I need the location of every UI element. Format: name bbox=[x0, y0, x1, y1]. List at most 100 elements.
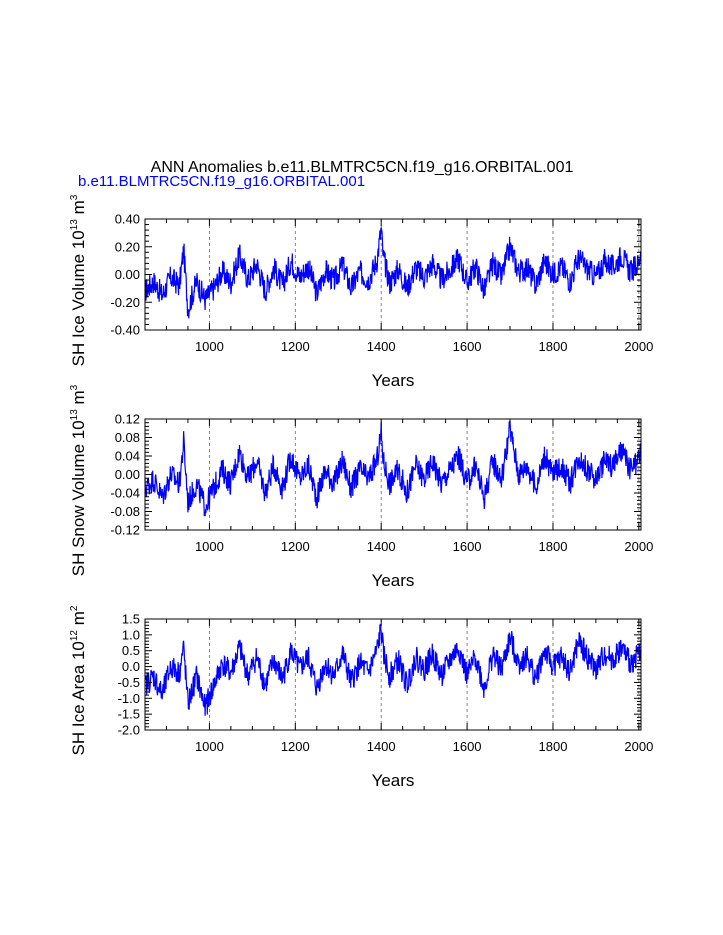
x-tick-label: 1600 bbox=[453, 539, 482, 554]
data-point bbox=[196, 483, 197, 484]
data-point bbox=[432, 653, 433, 654]
data-point bbox=[570, 672, 571, 673]
data-point bbox=[544, 455, 545, 456]
data-point bbox=[518, 663, 519, 664]
y-axis-label: SH Ice Volume 1013 m3 bbox=[69, 194, 88, 366]
data-point bbox=[449, 270, 450, 271]
data-point bbox=[342, 460, 343, 461]
data-point bbox=[578, 257, 579, 258]
data-point bbox=[316, 497, 317, 498]
data-point bbox=[527, 656, 528, 657]
y-axis-label: SH Ice Area 1012 m2 bbox=[69, 605, 88, 755]
data-point bbox=[213, 488, 214, 489]
data-point bbox=[509, 246, 510, 247]
data-point bbox=[552, 474, 553, 475]
data-point bbox=[273, 660, 274, 661]
data-point bbox=[398, 268, 399, 269]
data-point bbox=[383, 460, 384, 461]
data-point bbox=[290, 650, 291, 651]
data-point bbox=[273, 267, 274, 268]
data-point bbox=[475, 465, 476, 466]
data-point bbox=[621, 451, 622, 452]
data-point bbox=[458, 455, 459, 456]
y-tick-label: -2.0 bbox=[118, 723, 140, 738]
data-point bbox=[466, 282, 467, 283]
x-tick-label: 1400 bbox=[367, 339, 396, 354]
data-point bbox=[265, 291, 266, 292]
data-point bbox=[449, 469, 450, 470]
data-point bbox=[527, 267, 528, 268]
x-tick-label: 1400 bbox=[367, 739, 396, 754]
data-point bbox=[162, 695, 163, 696]
data-point bbox=[239, 254, 240, 255]
data-point bbox=[213, 288, 214, 289]
data-point bbox=[359, 663, 360, 664]
data-point bbox=[484, 688, 485, 689]
data-point bbox=[475, 656, 476, 657]
data-point bbox=[544, 650, 545, 651]
data-point bbox=[381, 228, 382, 229]
data-point bbox=[561, 465, 562, 466]
y-tick-label: 0.5 bbox=[122, 643, 140, 658]
data-point bbox=[247, 675, 248, 676]
y-tick-label: -1.0 bbox=[118, 691, 140, 706]
panel-1: 1000 1200 1400 1600 1800 2000 -0.40 -0.20 0.00 0.… bbox=[69, 194, 653, 390]
data-point bbox=[630, 271, 631, 272]
data-point bbox=[351, 682, 352, 683]
data-point bbox=[265, 685, 266, 686]
data-point bbox=[458, 257, 459, 258]
data-point bbox=[299, 669, 300, 670]
data-point bbox=[187, 704, 188, 705]
x-axis-label: Years bbox=[372, 771, 415, 790]
data-point bbox=[376, 650, 377, 651]
data-point bbox=[535, 679, 536, 680]
data-point bbox=[383, 257, 384, 258]
data-point bbox=[368, 279, 369, 280]
data-point bbox=[630, 663, 631, 664]
data-point bbox=[316, 293, 317, 294]
data-point bbox=[205, 506, 206, 507]
data-point bbox=[621, 647, 622, 648]
data-point bbox=[247, 279, 248, 280]
data-point bbox=[381, 432, 382, 433]
data-point bbox=[359, 271, 360, 272]
x-tick-label: 1000 bbox=[195, 539, 224, 554]
data-point bbox=[333, 675, 334, 676]
panel-3: 1000 1200 1400 1600 1800 2000 -2.0-1.5-1.0-0.5… bbox=[69, 605, 653, 790]
y-tick-label: 0.04 bbox=[115, 449, 140, 464]
data-point bbox=[561, 266, 562, 267]
y-tick-label: 0.0 bbox=[122, 659, 140, 674]
data-point bbox=[535, 285, 536, 286]
data-point bbox=[612, 660, 613, 661]
data-point bbox=[299, 479, 300, 480]
legend-label: b.e11.BLMTRC5CN.f19_g16.ORBITAL.001 bbox=[78, 173, 365, 190]
data-point bbox=[179, 285, 180, 286]
data-point bbox=[205, 299, 206, 300]
y-tick-label: -0.12 bbox=[110, 523, 140, 538]
data-point bbox=[170, 474, 171, 475]
data-point bbox=[273, 465, 274, 466]
data-point bbox=[290, 260, 291, 261]
data-point bbox=[587, 656, 588, 657]
y-tick-label: -0.5 bbox=[118, 675, 140, 690]
data-point bbox=[222, 663, 223, 664]
y-tick-label: 1.5 bbox=[122, 612, 140, 627]
y-tick-label: -1.5 bbox=[118, 707, 140, 722]
data-point bbox=[265, 492, 266, 493]
data-point bbox=[282, 679, 283, 680]
y-tick-label: 0.08 bbox=[115, 430, 140, 445]
x-tick-label: 1600 bbox=[453, 339, 482, 354]
x-tick-label: 1800 bbox=[539, 739, 568, 754]
data-point bbox=[205, 707, 206, 708]
data-point bbox=[501, 479, 502, 480]
plot-frame bbox=[144, 618, 642, 731]
data-point bbox=[368, 479, 369, 480]
data-point bbox=[630, 469, 631, 470]
data-point bbox=[406, 685, 407, 686]
y-tick-label: 1.0 bbox=[122, 627, 140, 642]
data-point bbox=[222, 469, 223, 470]
data-point bbox=[492, 653, 493, 654]
data-point bbox=[492, 263, 493, 264]
data-point bbox=[638, 460, 639, 461]
data-point bbox=[466, 675, 467, 676]
